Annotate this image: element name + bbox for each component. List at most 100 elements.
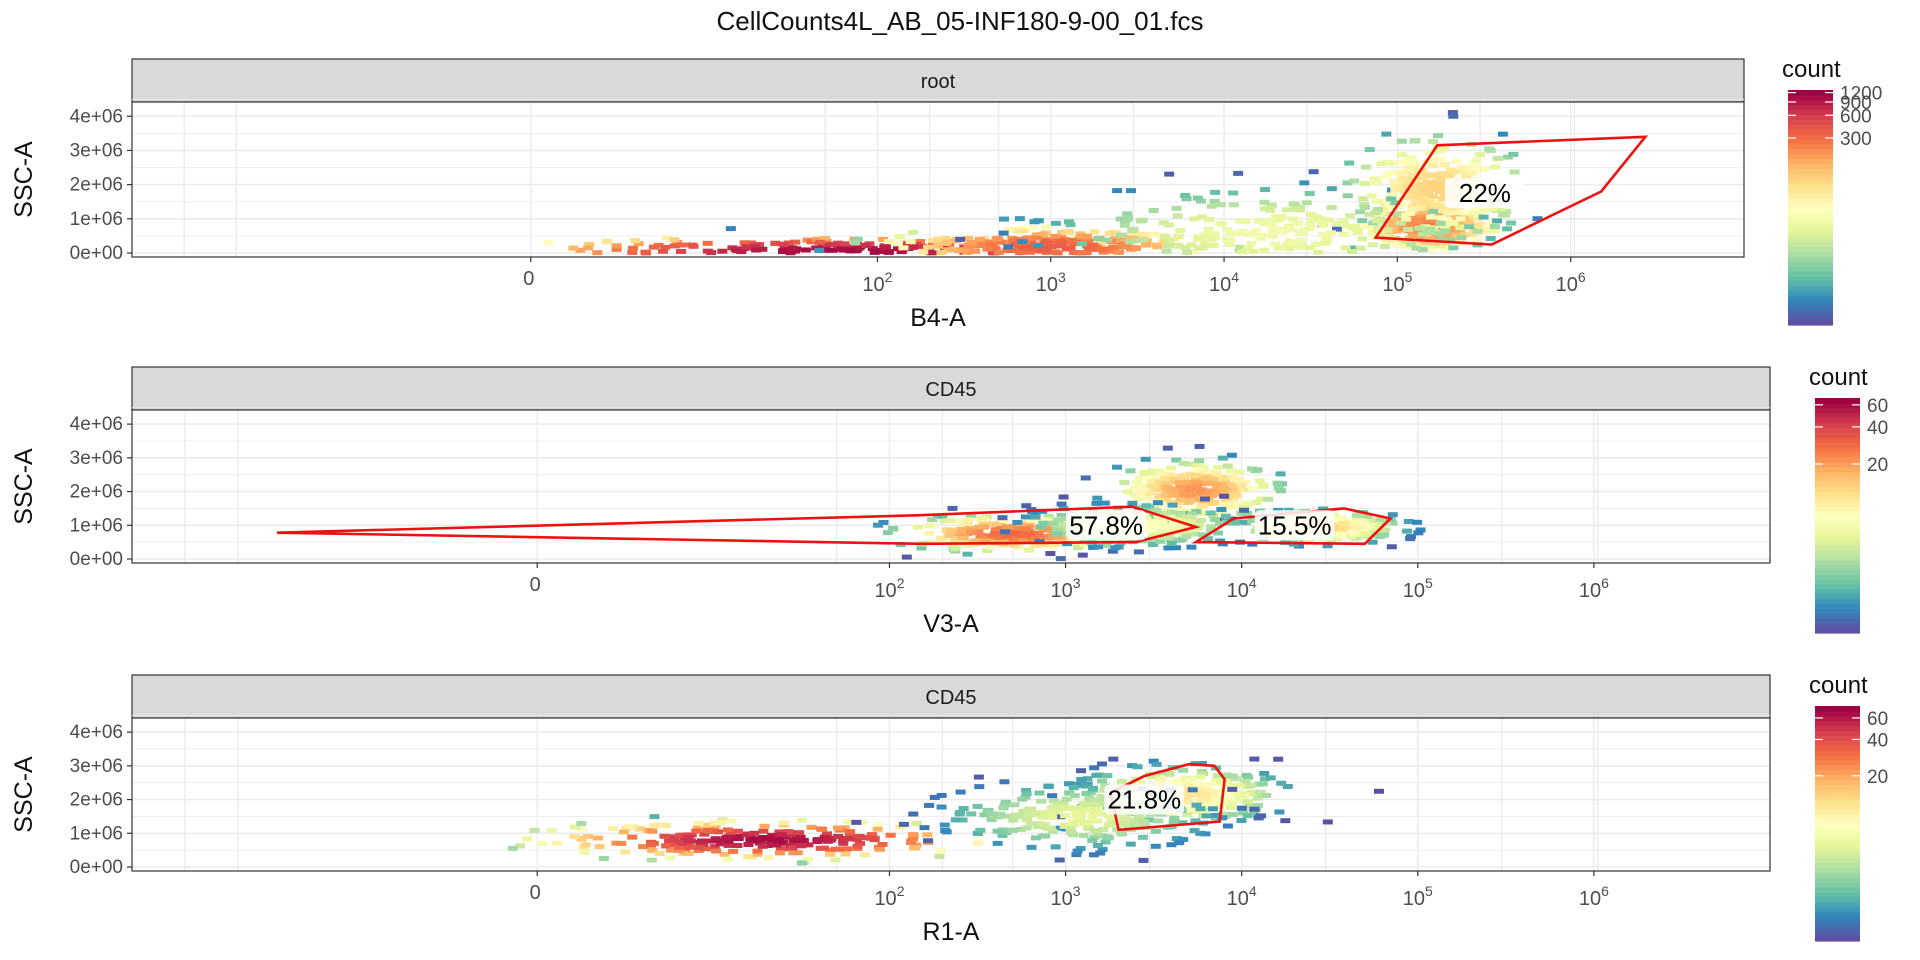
colorbar-segment — [1788, 271, 1833, 277]
density-cell — [1199, 468, 1210, 474]
x-tick-label: 102 — [874, 575, 904, 602]
density-cell — [1014, 250, 1025, 256]
density-cell — [1003, 227, 1014, 233]
density-cell — [1145, 490, 1156, 496]
density-cell — [1338, 232, 1349, 238]
density-cell — [1326, 204, 1337, 210]
density-cell — [1097, 246, 1108, 252]
density-cell — [1219, 493, 1230, 499]
density-cell — [911, 242, 922, 248]
density-cell — [1129, 492, 1140, 498]
density-cell — [1440, 228, 1451, 234]
colorbar-segment — [1815, 515, 1860, 521]
gate-polygon — [1109, 762, 1226, 832]
density-cell — [1407, 207, 1418, 213]
density-cell — [1492, 155, 1503, 161]
density-cell — [705, 838, 716, 844]
density-cell — [1434, 175, 1445, 181]
density-cell — [1439, 146, 1450, 152]
density-cell — [1076, 241, 1087, 247]
density-cell — [1353, 512, 1364, 518]
density-cell — [1161, 248, 1172, 254]
density-cell — [1509, 169, 1520, 175]
density-cell — [929, 794, 940, 800]
density-cell — [1201, 479, 1212, 485]
density-cell — [1104, 813, 1115, 819]
density-cell — [1372, 198, 1383, 204]
density-cell — [1079, 821, 1090, 827]
density-cell — [962, 248, 973, 254]
density-cell — [1406, 157, 1417, 163]
colorbar-segment — [1815, 789, 1860, 795]
density-cell — [1417, 209, 1428, 215]
density-cell — [1259, 770, 1270, 776]
density-cell — [1427, 139, 1438, 145]
density-cell — [1096, 794, 1107, 800]
facet-strip-label: root — [921, 71, 956, 93]
density-cell — [1034, 820, 1045, 826]
colorbar-segment — [1815, 407, 1860, 414]
density-cell — [1215, 202, 1226, 208]
gate-label: 22% — [1444, 178, 1525, 209]
colorbar-segment — [1788, 183, 1833, 189]
density-cell — [1134, 812, 1145, 818]
density-cell — [713, 829, 724, 835]
y-axis-label: SSC-A — [10, 756, 38, 833]
colorbar-segment — [1815, 466, 1860, 473]
density-cell — [1361, 164, 1372, 170]
x-tick-label: 104 — [1227, 575, 1257, 602]
density-cell — [722, 827, 733, 833]
density-cell — [1021, 791, 1032, 797]
density-cell — [779, 245, 790, 251]
density-cell — [710, 823, 721, 829]
density-cell — [1180, 192, 1191, 198]
colorbar-segment — [1815, 510, 1860, 517]
density-cell — [1177, 820, 1188, 826]
x-tick-label: 105 — [1403, 575, 1433, 602]
density-cell — [1207, 791, 1218, 797]
density-cell — [1241, 772, 1252, 778]
density-cell — [1199, 239, 1210, 245]
density-cell — [1332, 226, 1343, 232]
density-cell — [1461, 168, 1472, 174]
density-cell — [1256, 496, 1267, 502]
gate-percentage: 22% — [1459, 178, 1511, 208]
density-cell — [1195, 798, 1206, 804]
tick-base: 10 — [1051, 888, 1073, 910]
density-cell — [974, 784, 985, 790]
density-cell — [1153, 818, 1164, 824]
density-cell — [633, 241, 644, 247]
density-cell — [1023, 235, 1034, 241]
density-cell — [947, 528, 958, 534]
density-cell — [1485, 236, 1496, 242]
density-cell — [1148, 541, 1159, 547]
density-cell — [1043, 240, 1054, 246]
density-cell — [1072, 848, 1083, 854]
density-cell — [1472, 212, 1483, 218]
density-cell — [1213, 798, 1224, 804]
colorbar-segment — [1788, 94, 1833, 101]
density-cell — [647, 828, 658, 834]
density-cell — [1141, 476, 1152, 482]
x-axis-label: R1-A — [923, 918, 980, 946]
colorbar-segment — [1815, 779, 1860, 785]
density-cell — [1227, 499, 1238, 505]
density-cell — [1116, 778, 1127, 784]
colorbar-segment — [1815, 461, 1860, 468]
density-cell — [972, 830, 983, 836]
density-cell — [1217, 815, 1228, 821]
density-cell — [1148, 758, 1159, 764]
density-cell — [1198, 771, 1209, 777]
density-cell — [1195, 830, 1206, 836]
density-cell — [1206, 524, 1217, 530]
density-cell — [1413, 530, 1424, 536]
colorbar-segment — [1815, 618, 1860, 624]
density-cell — [1166, 472, 1177, 478]
density-cell — [1034, 790, 1045, 796]
colorbar-segment — [1815, 906, 1860, 913]
density-cell — [1042, 526, 1053, 532]
density-cell — [722, 835, 733, 841]
density-cell — [1236, 510, 1247, 516]
density-cell — [1007, 827, 1018, 833]
x-tick-label: 0 — [530, 882, 541, 904]
